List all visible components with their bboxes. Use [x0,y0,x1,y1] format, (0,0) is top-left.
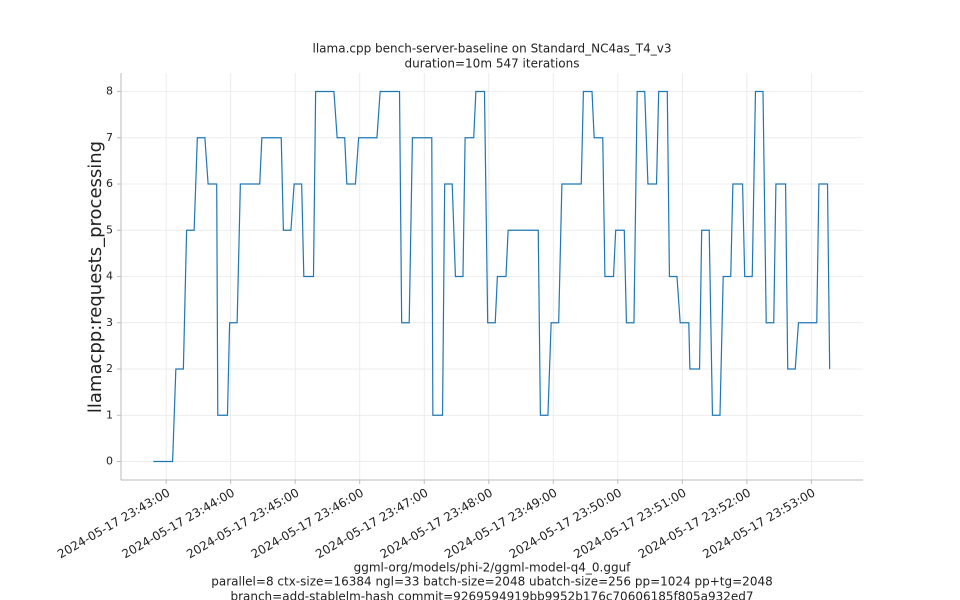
chart-subtitle: duration=10m 547 iterations [405,57,580,71]
x-tick-label: 2024-05-17 23:45:00 [184,486,301,562]
y-tick-label: 3 [106,316,113,329]
footer-line: parallel=8 ctx-size=16384 ngl=33 batch-s… [211,575,772,589]
x-tick-label: 2024-05-17 23:44:00 [120,486,237,562]
y-tick-label: 4 [106,270,113,283]
footer-line: ggml-org/models/phi-2/ggml-model-q4_0.gg… [354,561,632,575]
x-tick-label: 2024-05-17 23:49:00 [442,486,559,562]
x-tick-label: 2024-05-17 23:43:00 [55,486,172,562]
y-tick-label: 5 [106,223,113,236]
x-tick-label: 2024-05-17 23:46:00 [249,486,366,562]
y-tick-label: 1 [106,408,113,421]
y-tick-label: 7 [106,131,113,144]
y-axis-label: llamacpp:requests_processing [85,141,106,413]
x-tick-label: 2024-05-17 23:52:00 [636,486,753,562]
y-tick-label: 2 [106,362,113,375]
y-tick-label: 6 [106,177,113,190]
x-tick-label: 2024-05-17 23:47:00 [313,486,430,562]
data-line [153,90,831,463]
footer-line: branch=add-stablelm-hash commit=92695949… [230,590,753,600]
x-tick-label: 2024-05-17 23:50:00 [507,486,624,562]
x-tick-label: 2024-05-17 23:51:00 [571,486,688,562]
x-tick-label: 2024-05-17 23:53:00 [700,486,817,562]
chart-title: llama.cpp bench-server-baseline on Stand… [313,42,672,56]
y-tick-label: 0 [106,455,113,468]
x-tick-label: 2024-05-17 23:48:00 [378,486,495,562]
y-tick-label: 8 [106,85,113,98]
